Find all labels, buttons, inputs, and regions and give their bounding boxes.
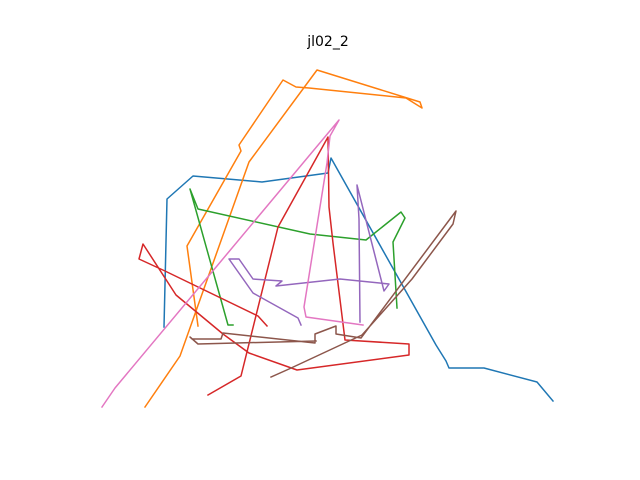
- chart-title: jl02_2: [307, 34, 349, 50]
- series-line-2: [143, 69, 423, 409]
- series-line-3: [189, 188, 406, 326]
- series-line-5: [228, 184, 390, 326]
- series-line-4: [138, 136, 410, 397]
- series-line-1: [163, 157, 555, 403]
- series-line-7: [100, 119, 364, 409]
- series-line-6: [189, 210, 457, 378]
